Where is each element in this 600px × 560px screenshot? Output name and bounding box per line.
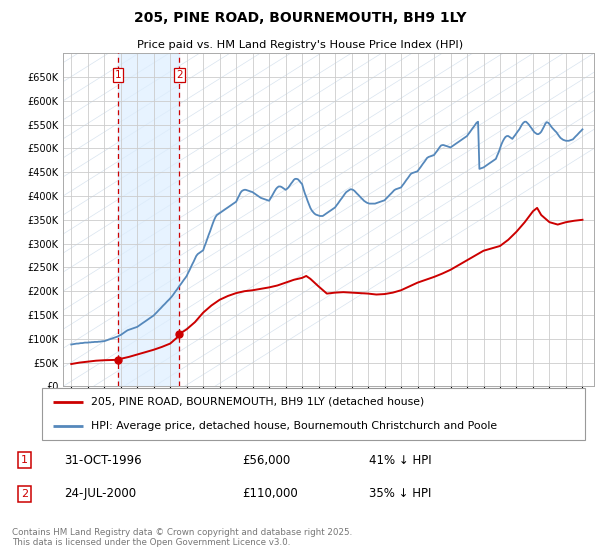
Text: 24-JUL-2000: 24-JUL-2000 [64, 487, 136, 500]
Text: 31-OCT-1996: 31-OCT-1996 [64, 454, 142, 466]
FancyBboxPatch shape [42, 388, 585, 440]
Text: Price paid vs. HM Land Registry's House Price Index (HPI): Price paid vs. HM Land Registry's House … [137, 40, 463, 50]
Text: 41% ↓ HPI: 41% ↓ HPI [369, 454, 432, 466]
Text: 2: 2 [20, 489, 28, 499]
Text: 2: 2 [176, 70, 183, 80]
Text: £110,000: £110,000 [242, 487, 298, 500]
Text: 1: 1 [20, 455, 28, 465]
Bar [118, 53, 179, 386]
Text: 205, PINE ROAD, BOURNEMOUTH, BH9 1LY (detached house): 205, PINE ROAD, BOURNEMOUTH, BH9 1LY (de… [91, 397, 424, 407]
Text: 1: 1 [115, 70, 121, 80]
Text: £56,000: £56,000 [242, 454, 290, 466]
Text: 35% ↓ HPI: 35% ↓ HPI [369, 487, 431, 500]
Text: HPI: Average price, detached house, Bournemouth Christchurch and Poole: HPI: Average price, detached house, Bour… [91, 421, 497, 431]
Text: 205, PINE ROAD, BOURNEMOUTH, BH9 1LY: 205, PINE ROAD, BOURNEMOUTH, BH9 1LY [134, 11, 466, 25]
Text: Contains HM Land Registry data © Crown copyright and database right 2025.
This d: Contains HM Land Registry data © Crown c… [12, 528, 352, 547]
